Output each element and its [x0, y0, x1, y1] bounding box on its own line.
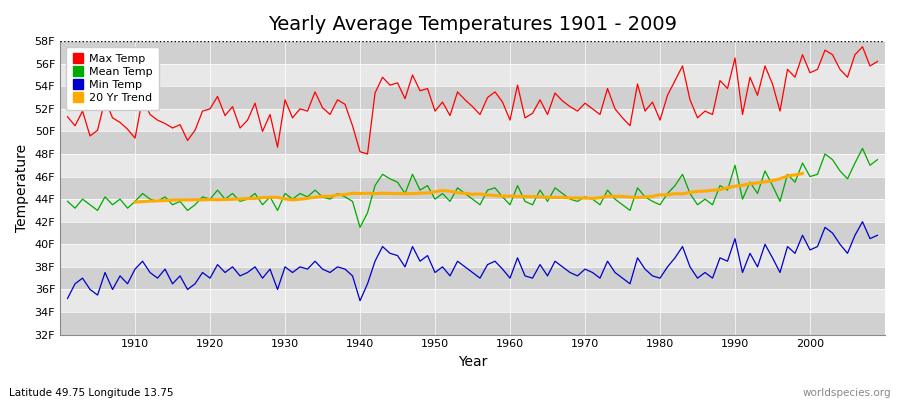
Bar — [60, 86, 885, 109]
Title: Yearly Average Temperatures 1901 - 2009: Yearly Average Temperatures 1901 - 2009 — [268, 15, 677, 34]
Bar — [60, 267, 885, 290]
Text: Latitude 49.75 Longitude 13.75: Latitude 49.75 Longitude 13.75 — [9, 388, 174, 398]
Bar — [60, 109, 885, 132]
X-axis label: Year: Year — [458, 355, 487, 369]
Bar — [60, 176, 885, 199]
Bar — [60, 222, 885, 244]
Bar — [60, 41, 885, 64]
Bar — [60, 154, 885, 176]
Text: worldspecies.org: worldspecies.org — [803, 388, 891, 398]
Bar — [60, 312, 885, 334]
Legend: Max Temp, Mean Temp, Min Temp, 20 Yr Trend: Max Temp, Mean Temp, Min Temp, 20 Yr Tre… — [66, 47, 159, 110]
Bar — [60, 290, 885, 312]
Bar — [60, 244, 885, 267]
Bar — [60, 132, 885, 154]
Bar — [60, 64, 885, 86]
Y-axis label: Temperature: Temperature — [15, 144, 29, 232]
Bar — [60, 199, 885, 222]
